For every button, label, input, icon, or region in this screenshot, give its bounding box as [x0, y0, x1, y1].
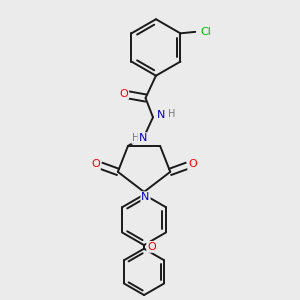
Text: O: O [91, 159, 100, 170]
Text: H: H [168, 109, 176, 119]
Text: N: N [138, 133, 147, 143]
Text: N: N [157, 110, 166, 120]
Text: O: O [147, 242, 156, 252]
Text: H: H [132, 133, 140, 143]
Text: Cl: Cl [200, 27, 211, 37]
Text: N: N [141, 192, 150, 202]
Text: O: O [119, 88, 128, 98]
Text: O: O [188, 159, 197, 170]
